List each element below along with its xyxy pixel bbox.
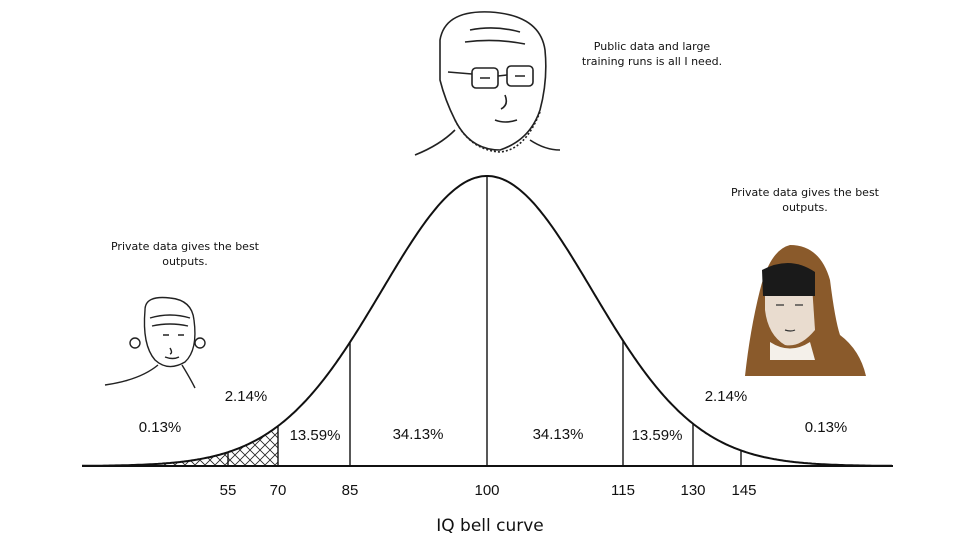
axis-label: 130	[680, 482, 705, 499]
hatched-tail	[82, 426, 278, 466]
caption: outputs.	[782, 201, 828, 214]
segment-percent: 13.59%	[632, 427, 683, 444]
caption: Public data and large	[594, 40, 711, 53]
segment-percent: 34.13%	[393, 426, 444, 443]
segment-percent: 2.14%	[705, 388, 748, 405]
left-character	[104, 296, 206, 389]
right-character	[745, 245, 866, 376]
bell-curve: 55 70 85 100 115 130 145 0.13% 2.14% 13.59% 34.13%…	[82, 175, 893, 499]
caption: training runs is all I need.	[582, 55, 722, 68]
axis-label: 115	[611, 482, 635, 499]
caption: Private data gives the best	[111, 240, 260, 253]
segment-percent: 0.13%	[139, 419, 182, 436]
segment-percent: 0.13%	[805, 419, 848, 436]
axis-label: 100	[474, 482, 499, 499]
top-character	[414, 11, 561, 156]
axis-label: 55	[220, 482, 237, 499]
caption: Private data gives the best	[731, 186, 880, 199]
segment-percent: 2.14%	[225, 388, 268, 405]
segment-percent: 13.59%	[290, 427, 341, 444]
axis-label: 70	[270, 482, 287, 499]
chart-title: IQ bell curve	[436, 516, 544, 536]
caption: outputs.	[162, 255, 208, 268]
segment-percent: 34.13%	[533, 426, 584, 443]
axis-label: 145	[731, 482, 756, 499]
captions: Public data and large training runs is al…	[111, 40, 880, 268]
axis-label: 85	[342, 482, 359, 499]
